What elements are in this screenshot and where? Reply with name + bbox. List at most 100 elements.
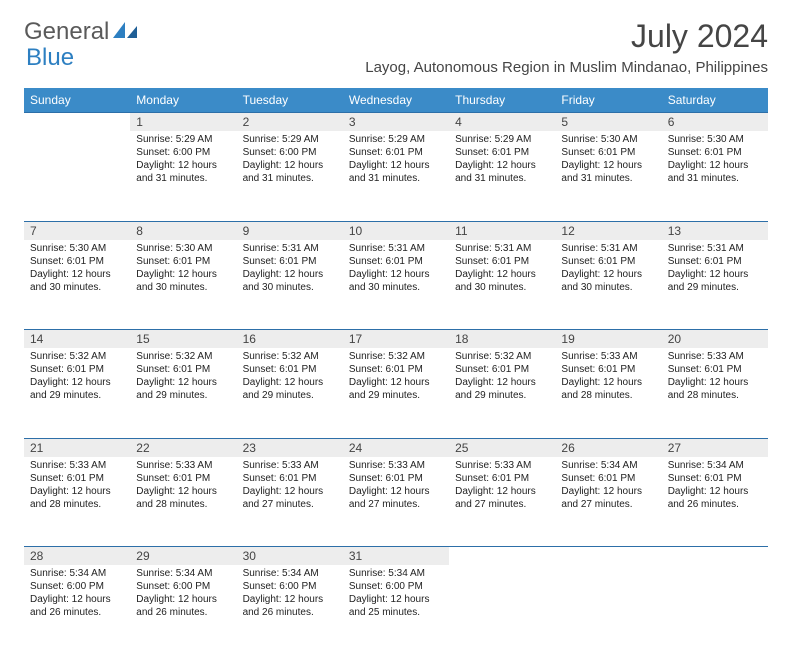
sunset-line: Sunset: 6:01 PM: [455, 363, 549, 376]
header: General July 2024 Layog, Autonomous Regi…: [24, 18, 768, 76]
sunrise-line: Sunrise: 5:33 AM: [455, 459, 549, 472]
day-number-cell: 21: [24, 438, 130, 457]
day-cell: [24, 131, 130, 221]
day-number: 15: [130, 330, 236, 348]
daylight-line: Daylight: 12 hours and 28 minutes.: [136, 485, 230, 511]
day-number: 30: [237, 547, 343, 565]
day-number-cell: 26: [555, 438, 661, 457]
day-number: 10: [343, 222, 449, 240]
daylight-line: Daylight: 12 hours and 31 minutes.: [455, 159, 549, 185]
day-number-cell: [555, 547, 661, 566]
daylight-line: Daylight: 12 hours and 31 minutes.: [243, 159, 337, 185]
daynum-row: 28293031: [24, 547, 768, 566]
sunset-line: Sunset: 6:01 PM: [561, 363, 655, 376]
day-number-cell: 11: [449, 221, 555, 240]
day-cell: Sunrise: 5:31 AMSunset: 6:01 PMDaylight:…: [662, 240, 768, 330]
sunrise-line: Sunrise: 5:29 AM: [243, 133, 337, 146]
sunrise-line: Sunrise: 5:29 AM: [455, 133, 549, 146]
day-number-cell: 2: [237, 113, 343, 132]
daynum-row: 78910111213: [24, 221, 768, 240]
sunrise-line: Sunrise: 5:33 AM: [349, 459, 443, 472]
sunset-line: Sunset: 6:01 PM: [243, 255, 337, 268]
sunset-line: Sunset: 6:01 PM: [561, 472, 655, 485]
day-number-cell: 1: [130, 113, 236, 132]
day-cell: Sunrise: 5:30 AMSunset: 6:01 PMDaylight:…: [130, 240, 236, 330]
day-number-cell: 27: [662, 438, 768, 457]
day-cell: [555, 565, 661, 655]
day-cell: Sunrise: 5:29 AMSunset: 6:01 PMDaylight:…: [343, 131, 449, 221]
weekday-header: Sunday: [24, 88, 130, 113]
day-number-cell: 30: [237, 547, 343, 566]
day-number: 23: [237, 439, 343, 457]
day-number: 13: [662, 222, 768, 240]
sunset-line: Sunset: 6:00 PM: [349, 580, 443, 593]
sunset-line: Sunset: 6:01 PM: [30, 363, 124, 376]
daynum-row: 14151617181920: [24, 330, 768, 349]
weekday-header: Monday: [130, 88, 236, 113]
day-content-row: Sunrise: 5:30 AMSunset: 6:01 PMDaylight:…: [24, 240, 768, 330]
daylight-line: Daylight: 12 hours and 28 minutes.: [668, 376, 762, 402]
day-number: 24: [343, 439, 449, 457]
day-number: 3: [343, 113, 449, 131]
day-content: Sunrise: 5:32 AMSunset: 6:01 PMDaylight:…: [449, 348, 555, 408]
day-content: Sunrise: 5:29 AMSunset: 6:01 PMDaylight:…: [449, 131, 555, 191]
daylight-line: Daylight: 12 hours and 30 minutes.: [136, 268, 230, 294]
day-cell: Sunrise: 5:33 AMSunset: 6:01 PMDaylight:…: [343, 457, 449, 547]
daylight-line: Daylight: 12 hours and 26 minutes.: [136, 593, 230, 619]
logo: General: [24, 18, 141, 46]
day-number-cell: 19: [555, 330, 661, 349]
daylight-line: Daylight: 12 hours and 30 minutes.: [30, 268, 124, 294]
weekday-header: Tuesday: [237, 88, 343, 113]
day-number-cell: 17: [343, 330, 449, 349]
day-content: Sunrise: 5:33 AMSunset: 6:01 PMDaylight:…: [449, 457, 555, 517]
day-number: 4: [449, 113, 555, 131]
sunset-line: Sunset: 6:01 PM: [455, 472, 549, 485]
day-content: Sunrise: 5:33 AMSunset: 6:01 PMDaylight:…: [555, 348, 661, 408]
sunrise-line: Sunrise: 5:33 AM: [30, 459, 124, 472]
day-cell: Sunrise: 5:34 AMSunset: 6:00 PMDaylight:…: [237, 565, 343, 655]
sunset-line: Sunset: 6:01 PM: [561, 255, 655, 268]
day-number: 11: [449, 222, 555, 240]
day-cell: Sunrise: 5:32 AMSunset: 6:01 PMDaylight:…: [24, 348, 130, 438]
day-cell: Sunrise: 5:32 AMSunset: 6:01 PMDaylight:…: [130, 348, 236, 438]
weekday-header: Wednesday: [343, 88, 449, 113]
sunset-line: Sunset: 6:01 PM: [30, 255, 124, 268]
title-block: July 2024 Layog, Autonomous Region in Mu…: [365, 18, 768, 76]
daylight-line: Daylight: 12 hours and 28 minutes.: [30, 485, 124, 511]
sunset-line: Sunset: 6:01 PM: [136, 255, 230, 268]
day-content: Sunrise: 5:31 AMSunset: 6:01 PMDaylight:…: [662, 240, 768, 300]
day-cell: Sunrise: 5:33 AMSunset: 6:01 PMDaylight:…: [130, 457, 236, 547]
day-number: 14: [24, 330, 130, 348]
day-content: Sunrise: 5:31 AMSunset: 6:01 PMDaylight:…: [555, 240, 661, 300]
day-cell: [662, 565, 768, 655]
daylight-line: Daylight: 12 hours and 30 minutes.: [243, 268, 337, 294]
day-number: 16: [237, 330, 343, 348]
day-number: 29: [130, 547, 236, 565]
day-cell: Sunrise: 5:29 AMSunset: 6:00 PMDaylight:…: [237, 131, 343, 221]
daynum-row: 21222324252627: [24, 438, 768, 457]
daylight-line: Daylight: 12 hours and 29 minutes.: [455, 376, 549, 402]
day-number: 18: [449, 330, 555, 348]
day-content: Sunrise: 5:33 AMSunset: 6:01 PMDaylight:…: [24, 457, 130, 517]
weekday-header: Friday: [555, 88, 661, 113]
sunrise-line: Sunrise: 5:33 AM: [668, 350, 762, 363]
day-number-cell: 9: [237, 221, 343, 240]
month-title: July 2024: [365, 18, 768, 55]
sunrise-line: Sunrise: 5:34 AM: [243, 567, 337, 580]
sunset-line: Sunset: 6:00 PM: [136, 146, 230, 159]
day-number: 20: [662, 330, 768, 348]
daylight-line: Daylight: 12 hours and 29 minutes.: [30, 376, 124, 402]
calendar-body: 123456Sunrise: 5:29 AMSunset: 6:00 PMDay…: [24, 113, 768, 655]
sunrise-line: Sunrise: 5:31 AM: [561, 242, 655, 255]
day-number: 2: [237, 113, 343, 131]
day-content: Sunrise: 5:31 AMSunset: 6:01 PMDaylight:…: [343, 240, 449, 300]
sunset-line: Sunset: 6:01 PM: [668, 363, 762, 376]
day-number: 6: [662, 113, 768, 131]
sunset-line: Sunset: 6:01 PM: [349, 472, 443, 485]
day-number-cell: 28: [24, 547, 130, 566]
daylight-line: Daylight: 12 hours and 31 minutes.: [349, 159, 443, 185]
day-cell: Sunrise: 5:29 AMSunset: 6:00 PMDaylight:…: [130, 131, 236, 221]
calendar-page: General July 2024 Layog, Autonomous Regi…: [0, 0, 792, 655]
daylight-line: Daylight: 12 hours and 30 minutes.: [561, 268, 655, 294]
weekday-header-row: Sunday Monday Tuesday Wednesday Thursday…: [24, 88, 768, 113]
